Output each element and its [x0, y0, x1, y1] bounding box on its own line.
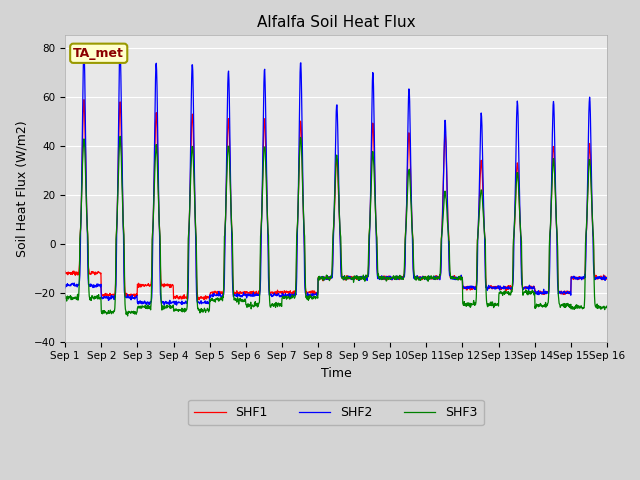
SHF2 — [170, 300, 177, 306]
SHF3 — [182, 307, 190, 312]
SHF1 — [243, 289, 251, 295]
Line: SHF2: SHF2 — [65, 50, 607, 305]
SHF3 — [492, 302, 499, 308]
Text: TA_met: TA_met — [73, 47, 124, 60]
Line: SHF3: SHF3 — [65, 136, 607, 316]
SHF1 — [603, 276, 611, 282]
SHF2 — [116, 48, 124, 53]
Line: SHF1: SHF1 — [65, 100, 607, 300]
SHF1 — [492, 286, 499, 291]
SHF1 — [421, 276, 429, 281]
SHF2 — [61, 285, 69, 291]
SHF2 — [161, 302, 168, 308]
SHF2 — [540, 289, 547, 295]
SHF3 — [421, 276, 429, 282]
SHF3 — [124, 313, 131, 319]
SHF1 — [61, 268, 69, 274]
SHF1 — [540, 291, 547, 297]
SHF1 — [182, 294, 190, 300]
SHF3 — [116, 133, 124, 139]
SHF1 — [169, 282, 177, 288]
SHF3 — [170, 302, 177, 308]
SHF3 — [603, 303, 611, 309]
SHF2 — [492, 284, 499, 290]
Legend: SHF1, SHF2, SHF3: SHF1, SHF2, SHF3 — [188, 400, 484, 425]
Title: Alfalfa Soil Heat Flux: Alfalfa Soil Heat Flux — [257, 15, 415, 30]
SHF1 — [80, 97, 88, 103]
Y-axis label: Soil Heat Flux (W/m2): Soil Heat Flux (W/m2) — [15, 120, 28, 257]
SHF1 — [195, 297, 203, 303]
SHF2 — [243, 292, 251, 298]
X-axis label: Time: Time — [321, 367, 351, 380]
SHF2 — [421, 276, 429, 282]
SHF2 — [182, 300, 190, 305]
SHF3 — [61, 292, 69, 298]
SHF3 — [540, 303, 547, 309]
SHF2 — [603, 276, 611, 281]
SHF3 — [243, 304, 251, 310]
